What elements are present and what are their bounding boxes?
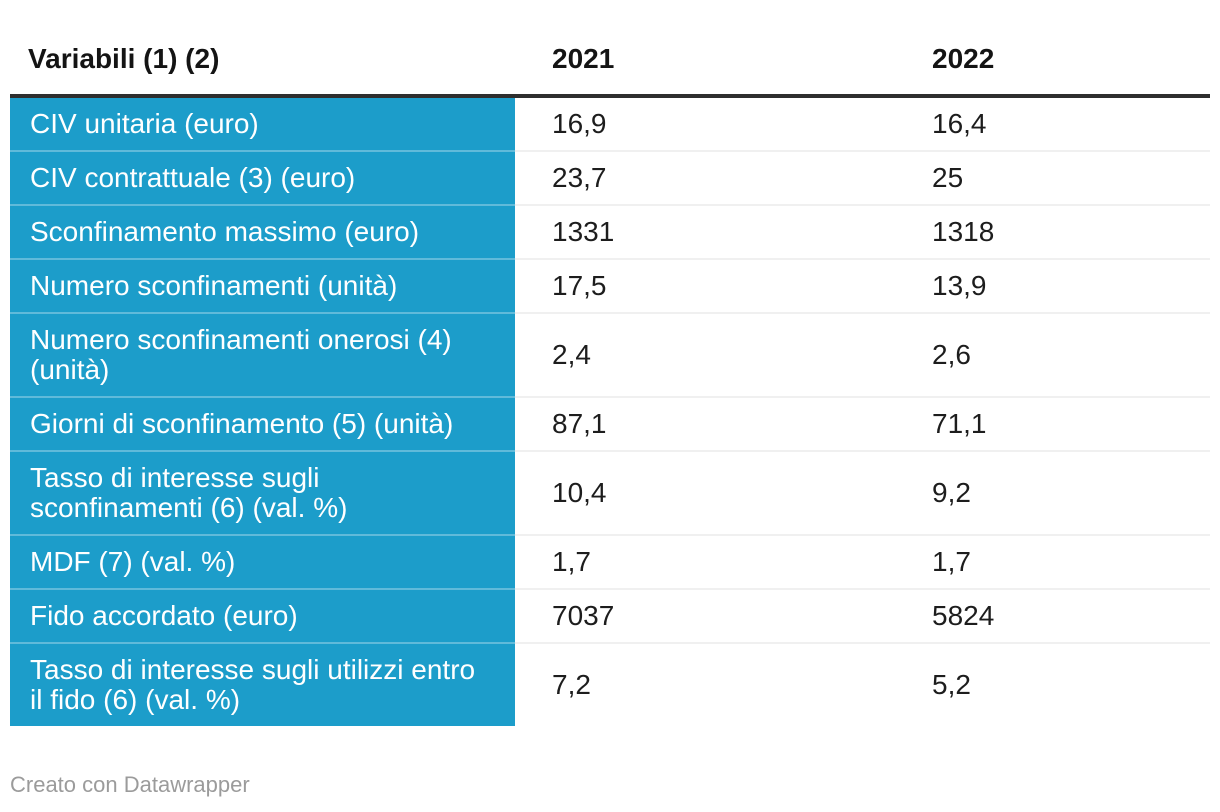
value-cell-2022: 5824 bbox=[895, 588, 1210, 643]
row-label-cell: Tasso di interesse sugli utilizzi entro … bbox=[10, 642, 515, 726]
row-label-cell: Numero sconfinamenti onerosi (4) (unità) bbox=[10, 312, 515, 397]
value-cell-2021: 16,9 bbox=[515, 96, 895, 151]
value-cell-2021: 2,4 bbox=[515, 312, 895, 397]
value-cell-2022: 25 bbox=[895, 150, 1210, 205]
value-cell-2022: 5,2 bbox=[895, 642, 1210, 726]
value-cell-2021: 1331 bbox=[515, 204, 895, 259]
row-label-cell: CIV contrattuale (3) (euro) bbox=[10, 150, 515, 205]
value-cell-2021: 7037 bbox=[515, 588, 895, 643]
value-cell-2021: 1,7 bbox=[515, 534, 895, 589]
row-label-cell: Numero sconfinamenti (unità) bbox=[10, 258, 515, 313]
column-header-2021: 2021 bbox=[515, 0, 895, 98]
row-label-cell: CIV unitaria (euro) bbox=[10, 96, 515, 151]
column-header-2022: 2022 bbox=[895, 0, 1210, 98]
value-cell-2021: 7,2 bbox=[515, 642, 895, 726]
row-label-cell: Fido accordato (euro) bbox=[10, 588, 515, 643]
table-row: Tasso di interesse sugli sconfinamenti (… bbox=[10, 450, 1210, 535]
value-cell-2022: 9,2 bbox=[895, 450, 1210, 535]
table-row: Sconfinamento massimo (euro) 1331 1318 bbox=[10, 204, 1210, 259]
value-cell-2022: 13,9 bbox=[895, 258, 1210, 313]
value-cell-2021: 10,4 bbox=[515, 450, 895, 535]
table-row: CIV unitaria (euro) 16,9 16,4 bbox=[10, 96, 1210, 151]
column-header-variabili: Variabili (1) (2) bbox=[10, 0, 515, 98]
value-cell-2022: 2,6 bbox=[895, 312, 1210, 397]
header-row: Variabili (1) (2) 2021 2022 bbox=[10, 0, 1210, 98]
value-cell-2022: 71,1 bbox=[895, 396, 1210, 451]
value-cell-2021: 23,7 bbox=[515, 150, 895, 205]
row-label-cell: MDF (7) (val. %) bbox=[10, 534, 515, 589]
value-cell-2021: 17,5 bbox=[515, 258, 895, 313]
table-row: Tasso di interesse sugli utilizzi entro … bbox=[10, 642, 1210, 726]
row-label-cell: Sconfinamento massimo (euro) bbox=[10, 204, 515, 259]
table-row: CIV contrattuale (3) (euro) 23,7 25 bbox=[10, 150, 1210, 205]
value-cell-2022: 1,7 bbox=[895, 534, 1210, 589]
table-row: Fido accordato (euro) 7037 5824 bbox=[10, 588, 1210, 643]
value-cell-2022: 1318 bbox=[895, 204, 1210, 259]
row-label-cell: Tasso di interesse sugli sconfinamenti (… bbox=[10, 450, 515, 535]
value-cell-2021: 87,1 bbox=[515, 396, 895, 451]
value-cell-2022: 16,4 bbox=[895, 96, 1210, 151]
table-row: Numero sconfinamenti onerosi (4) (unità)… bbox=[10, 312, 1210, 397]
data-table: Variabili (1) (2) 2021 2022 CIV unitaria… bbox=[10, 0, 1210, 726]
table-row: MDF (7) (val. %) 1,7 1,7 bbox=[10, 534, 1210, 589]
row-label-cell: Giorni di sconfinamento (5) (unità) bbox=[10, 396, 515, 451]
datawrapper-credit: Creato con Datawrapper bbox=[10, 772, 250, 797]
table-row: Giorni di sconfinamento (5) (unità) 87,1… bbox=[10, 396, 1210, 451]
table-row: Numero sconfinamenti (unità) 17,5 13,9 bbox=[10, 258, 1210, 313]
